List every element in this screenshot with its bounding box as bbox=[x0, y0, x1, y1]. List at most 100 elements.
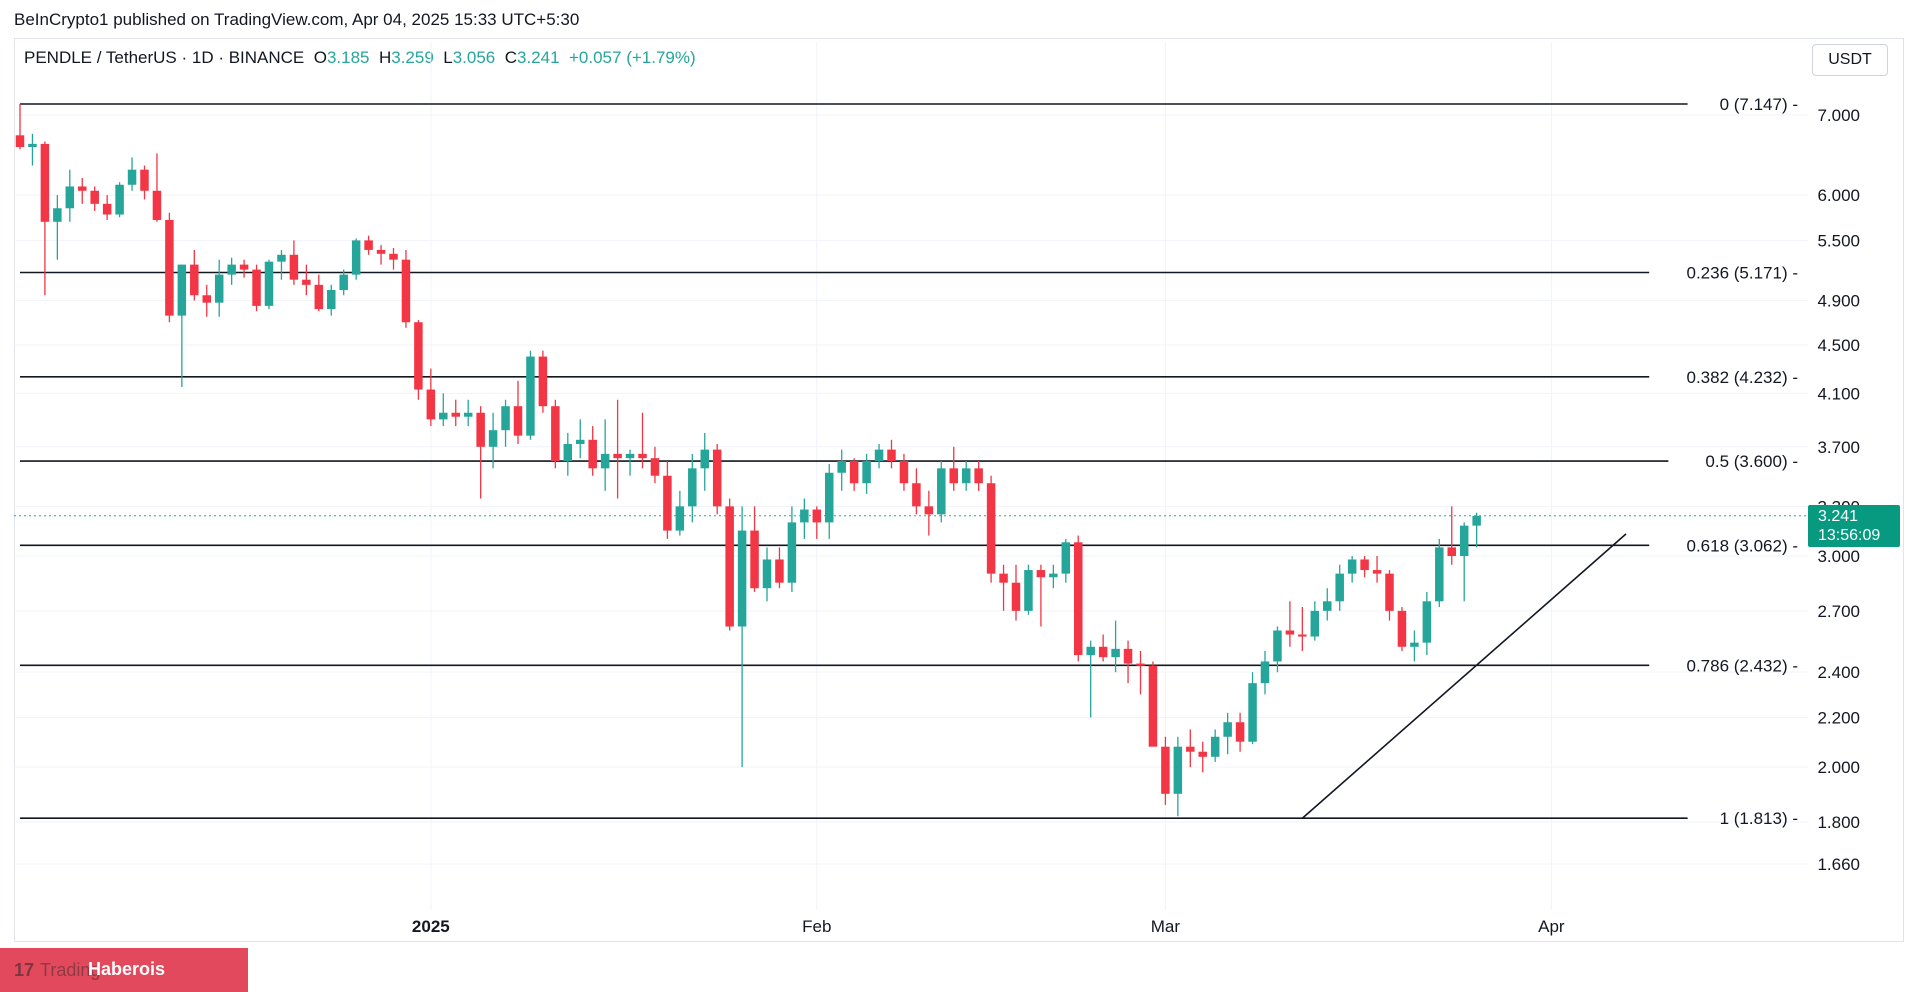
open-value: 3.185 bbox=[326, 48, 370, 67]
high-value: 3.259 bbox=[391, 48, 434, 67]
candle-up bbox=[874, 449, 884, 462]
candle-down bbox=[986, 483, 996, 574]
price-tick-label: 1.660 bbox=[1817, 855, 1860, 874]
candle-down bbox=[102, 203, 112, 215]
candle-down bbox=[302, 279, 311, 285]
candle-down bbox=[1235, 722, 1245, 742]
brand-label: Haberois bbox=[88, 959, 166, 979]
candle-up bbox=[700, 449, 709, 469]
tradingview-logo-icon: 17 bbox=[14, 959, 35, 980]
candle-down bbox=[725, 506, 734, 627]
candle-up bbox=[737, 530, 747, 627]
candle-up bbox=[1210, 736, 1220, 757]
last-price-tag: 3.241 13:56:09 bbox=[1808, 504, 1900, 547]
candle-down bbox=[1447, 547, 1456, 556]
last-price-value: 3.241 bbox=[1818, 507, 1859, 525]
publish-info: BeInCrypto1 published on TradingView.com… bbox=[14, 10, 580, 29]
candles bbox=[15, 103, 1481, 817]
candle-up bbox=[576, 439, 585, 444]
candle-up bbox=[327, 290, 336, 310]
price-tick-label: 7.000 bbox=[1817, 106, 1860, 125]
fib-label-0-382: 0.382 (4.232) - bbox=[1686, 368, 1798, 387]
currency-selector[interactable]: USDT bbox=[1812, 44, 1888, 76]
candle-down bbox=[364, 240, 373, 250]
candle-down bbox=[1098, 646, 1108, 658]
candle-down bbox=[775, 559, 784, 583]
open-label: O bbox=[313, 48, 327, 67]
candle-up bbox=[1435, 547, 1444, 602]
candle-down bbox=[1198, 751, 1207, 757]
candle-up bbox=[488, 430, 498, 447]
candle-down bbox=[476, 412, 485, 447]
candle-down bbox=[613, 453, 622, 459]
candle-down bbox=[451, 412, 460, 417]
price-tick-label: 5.500 bbox=[1817, 231, 1860, 250]
candle-down bbox=[650, 458, 660, 476]
candle-down bbox=[165, 219, 174, 316]
grid-lines bbox=[14, 42, 1808, 910]
price-axis: 1.6601.8002.0002.2002.4002.7003.0003.300… bbox=[1817, 106, 1860, 874]
price-tick-label: 2.400 bbox=[1817, 663, 1860, 682]
candle-up bbox=[1323, 601, 1332, 611]
time-tick-label: 2025 bbox=[412, 917, 450, 936]
price-tick-label: 4.900 bbox=[1817, 292, 1860, 311]
candle-down bbox=[538, 356, 548, 407]
candle-down bbox=[849, 461, 859, 484]
candle-down bbox=[90, 190, 99, 204]
candle-up bbox=[1310, 610, 1320, 637]
price-tick-label: 4.500 bbox=[1817, 336, 1860, 355]
low-label: L bbox=[443, 48, 453, 67]
candle-up bbox=[1410, 642, 1419, 647]
candle-down bbox=[1123, 648, 1133, 664]
symbol-legend[interactable]: PENDLE / TetherUS · 1D · BINANCE O3.185 … bbox=[24, 48, 696, 68]
candle-down bbox=[252, 269, 261, 306]
candle-up bbox=[1049, 573, 1058, 578]
time-axis: 2025 Feb Mar Apr bbox=[412, 917, 1565, 936]
change-value: +0.057 (+1.79%) bbox=[569, 48, 696, 67]
candle-up bbox=[762, 559, 772, 589]
close-label: C bbox=[504, 48, 517, 67]
candle-up bbox=[1248, 683, 1257, 742]
candle-down bbox=[1074, 542, 1083, 656]
candle-up bbox=[1347, 559, 1357, 574]
candle-down bbox=[1136, 663, 1145, 666]
price-tick-label: 1.800 bbox=[1817, 813, 1860, 832]
price-tick-label: 2.200 bbox=[1817, 708, 1860, 727]
candle-down bbox=[638, 453, 647, 459]
candle-down bbox=[314, 284, 324, 310]
chart-frame bbox=[14, 38, 1904, 942]
candle-up bbox=[526, 356, 535, 436]
candle-down bbox=[551, 406, 560, 462]
candle-down bbox=[1148, 665, 1158, 747]
candle-down bbox=[974, 468, 983, 484]
time-tick-label: Apr bbox=[1538, 917, 1565, 936]
candle-down bbox=[949, 468, 958, 484]
candle-down bbox=[1161, 746, 1170, 794]
candle-down bbox=[513, 406, 523, 436]
candle-up bbox=[127, 169, 137, 185]
candle-down bbox=[750, 530, 759, 589]
time-tick-label: Mar bbox=[1151, 917, 1181, 936]
candle-down bbox=[15, 135, 25, 148]
candle-up bbox=[787, 522, 797, 583]
price-tick-label: 4.100 bbox=[1817, 384, 1860, 403]
candle-up bbox=[1422, 601, 1432, 643]
candle-up bbox=[1335, 573, 1344, 602]
candle-down bbox=[999, 573, 1008, 583]
candle-up bbox=[115, 184, 124, 215]
candle-up bbox=[214, 274, 224, 303]
candle-up bbox=[463, 412, 473, 417]
fib-label-1: 1 (1.813) - bbox=[1720, 809, 1798, 828]
candle-down bbox=[1036, 570, 1046, 578]
price-tick-label: 2.700 bbox=[1817, 602, 1860, 621]
candle-down bbox=[202, 295, 211, 303]
candle-up bbox=[28, 143, 37, 148]
candle-up bbox=[1061, 542, 1071, 574]
candle-up bbox=[1472, 515, 1481, 526]
candle-up bbox=[1173, 746, 1183, 794]
close-value: 3.241 bbox=[517, 48, 560, 67]
candle-up bbox=[1273, 630, 1282, 662]
candle-up bbox=[625, 453, 635, 459]
candle-up bbox=[688, 468, 697, 507]
